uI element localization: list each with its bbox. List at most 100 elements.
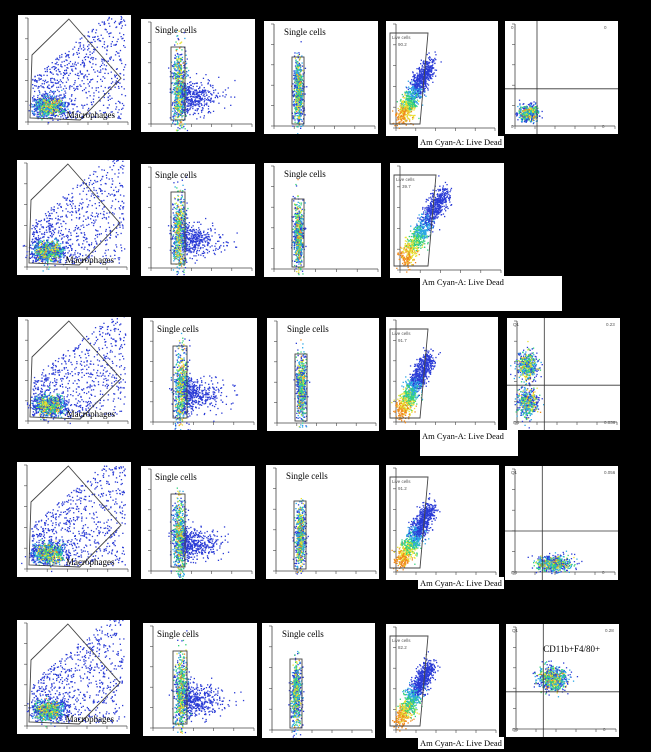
events (169, 332, 239, 430)
gate-value: 0 (602, 570, 605, 575)
live-cells-gate (389, 328, 429, 419)
events (391, 493, 441, 572)
macrophage-gate (29, 18, 122, 121)
gate-label: Single cells (155, 472, 197, 482)
plot-axes (24, 162, 128, 270)
macrophage-gate (29, 320, 122, 420)
plot-axes (150, 625, 255, 731)
macrophage-gate-plot: Macrophages (17, 462, 131, 577)
macrophage-gate-plot: Macrophages (18, 317, 131, 429)
live-cells-plot: Live cells 90.2 (386, 21, 498, 136)
quadrant-plot: 0 0 0 0 (505, 21, 618, 134)
gate-value: Live cells (392, 331, 411, 336)
plot-axes (393, 626, 497, 733)
plot-axes (393, 467, 497, 575)
plot-svg (148, 21, 253, 132)
gate-label: Single cells (286, 471, 328, 481)
live-cells-gate (389, 476, 429, 569)
live-cells-plot: Live cells 91.7 (386, 317, 498, 430)
plot-axes (514, 320, 618, 425)
live-cells-plot: Live cells 82.2 (386, 624, 499, 738)
single-cells-plot: Single cells (143, 623, 257, 736)
gate-label: Single cells (157, 324, 199, 334)
events (26, 317, 127, 425)
events (532, 660, 579, 698)
plot-svg (25, 15, 129, 125)
gate-value: 82.2 (398, 645, 407, 650)
macrophage-gate-plot: Macrophages (17, 160, 130, 275)
macrophage-gate (28, 623, 121, 725)
gate-value: 0.28 (605, 628, 614, 633)
plot-axes (150, 320, 255, 425)
gate-value: 91.7 (398, 338, 407, 343)
gate-value: 91.2 (398, 486, 407, 491)
gate-label: Macrophages (66, 557, 114, 567)
single-cells-plot: Single cells (264, 21, 378, 134)
gate-value: 0.056 (604, 470, 615, 475)
single-cells-gate (170, 493, 186, 568)
gate-value: 0 (603, 727, 606, 732)
events (293, 339, 311, 428)
plot-axes (393, 23, 496, 131)
plot-axes (24, 464, 129, 572)
axis-caption: Am Cyan-A: Live Dead (420, 276, 562, 311)
gate-value: 0 (604, 25, 607, 30)
events (515, 99, 543, 125)
gate-label: Single cells (157, 629, 199, 639)
plot-svg (269, 625, 373, 738)
single-cells-plot: Single cells (264, 163, 381, 277)
single-cells-gate (294, 353, 308, 422)
live-cells-plot: Live cells 91.2 (386, 465, 499, 580)
gate-value: 0.036 (604, 420, 615, 425)
gate-value: 39.7 (402, 184, 411, 189)
single-cells-plot: Single cells (141, 19, 255, 132)
quadrant-plot: Q1 0.23 Q4 0.036 (507, 318, 620, 430)
plot-svg (274, 320, 377, 428)
plot-svg (393, 165, 502, 273)
events (291, 41, 308, 134)
gate-value: Q1 (511, 470, 517, 475)
plot-axes (148, 166, 253, 271)
gate-value: Q4 (512, 727, 518, 732)
plot-svg (507, 318, 620, 430)
plot-svg (148, 166, 253, 276)
axis-caption: Am Cyan-A: Live Dead (418, 136, 504, 148)
single-cells-plot: Single cells (262, 623, 375, 738)
single-cells-gate (293, 500, 307, 570)
single-cells-gate (172, 650, 188, 725)
plot-axes (273, 467, 377, 574)
gate-value: 0.23 (606, 322, 615, 327)
gate-value: Live cells (396, 177, 415, 182)
gate-value: 0 (511, 124, 514, 129)
plot-svg (150, 320, 255, 430)
single-cells-gate (170, 191, 186, 265)
gate-value: Q4 (513, 420, 519, 425)
gate-label: Single cells (284, 27, 326, 37)
plot-svg (389, 467, 497, 575)
axis-caption: Am Cyan-A: Live Dead (418, 737, 504, 749)
macrophage-gate (28, 465, 122, 568)
plot-svg (148, 468, 253, 579)
events (168, 30, 236, 132)
gate-value: 0 (602, 124, 605, 129)
gate-label: Single cells (284, 169, 326, 179)
gate-label: Macrophages (67, 110, 115, 120)
plot-axes (512, 468, 616, 575)
plot-svg (150, 625, 255, 734)
gate-value: Live cells (392, 35, 411, 40)
plot-axes (24, 622, 128, 729)
plot-axes (397, 165, 502, 273)
events (292, 498, 309, 575)
plot-axes (148, 21, 253, 127)
macrophage-gate-plot: Macrophages (18, 15, 131, 130)
single-cells-plot: Single cells (266, 465, 379, 579)
axis-caption: Am Cyan-A: Live Dead (418, 577, 504, 589)
plot-svg (273, 467, 377, 575)
events (22, 160, 126, 272)
plot-svg (389, 319, 496, 425)
plot-svg (21, 464, 129, 573)
macrophage-gate (28, 163, 121, 266)
events (389, 347, 441, 424)
live-cells-plot: Live cells 39.7 (390, 163, 504, 278)
gate-value: Live cells (392, 479, 411, 484)
